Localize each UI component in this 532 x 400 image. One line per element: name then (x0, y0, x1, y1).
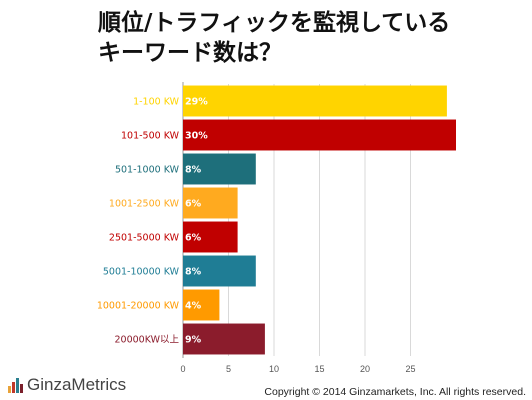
x-tick-label: 15 (314, 364, 324, 374)
category-label: 10001-20000 KW (97, 301, 180, 312)
category-label: 5001-10000 KW (103, 267, 180, 278)
bar (183, 323, 265, 355)
data-label: 30% (185, 131, 208, 142)
category-label: 501-1000 KW (115, 165, 180, 176)
bar (183, 85, 447, 117)
x-tick-label: 25 (405, 364, 415, 374)
brand-name: GinzaMetrics (27, 375, 127, 394)
data-label: 8% (185, 267, 202, 278)
bar (183, 289, 220, 321)
chart-title-line-2: キーワード数は？ (98, 40, 282, 66)
x-tick-label: 0 (180, 364, 185, 374)
x-tick-label: 10 (269, 364, 279, 374)
bar (183, 255, 256, 287)
category-label: 1-100 KW (133, 97, 180, 108)
bar-chart-logo-icon (8, 377, 24, 393)
data-label: 6% (185, 199, 202, 210)
copyright-text: Copyright © 2014 Ginzamarkets, Inc. All … (264, 386, 526, 398)
data-label: 4% (185, 301, 202, 312)
x-tick-label: 20 (360, 364, 370, 374)
data-label: 8% (185, 165, 202, 176)
brand-logo: GinzaMetrics (8, 374, 126, 396)
data-label: 29% (185, 97, 208, 108)
x-tick-label: 5 (226, 364, 231, 374)
category-label: 20000KW以上 (114, 335, 179, 346)
bar (183, 119, 456, 151)
bar (183, 221, 238, 253)
category-label: 101-500 KW (121, 131, 180, 142)
category-label: 1001-2500 KW (109, 199, 180, 210)
chart-title-line-1: 順位/トラフィックを監視している (98, 10, 451, 36)
bar (183, 187, 238, 219)
data-label: 9% (185, 335, 202, 346)
data-label: 6% (185, 233, 202, 244)
category-label: 2501-5000 KW (109, 233, 180, 244)
bar (183, 153, 256, 185)
chart-title: 順位/トラフィックを監視している キーワード数は？ (98, 8, 518, 68)
